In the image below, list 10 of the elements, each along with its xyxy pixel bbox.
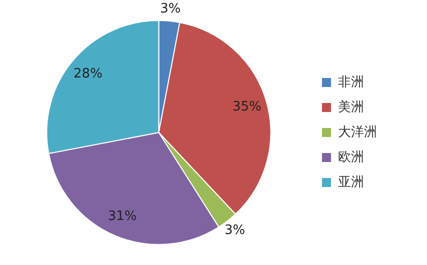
data-label: 28% xyxy=(74,66,102,82)
legend-label: 亚洲 xyxy=(338,174,364,190)
data-label: 35% xyxy=(232,99,262,114)
legend-label: 非洲 xyxy=(338,74,364,90)
legend-label: 美洲 xyxy=(338,98,364,115)
data-label: 3% xyxy=(224,222,246,238)
data-label: 3% xyxy=(160,1,181,16)
data-label: 31% xyxy=(108,209,137,224)
legend-label: 欧洲 xyxy=(338,150,364,165)
legend-label: 大洋洲 xyxy=(338,124,377,140)
